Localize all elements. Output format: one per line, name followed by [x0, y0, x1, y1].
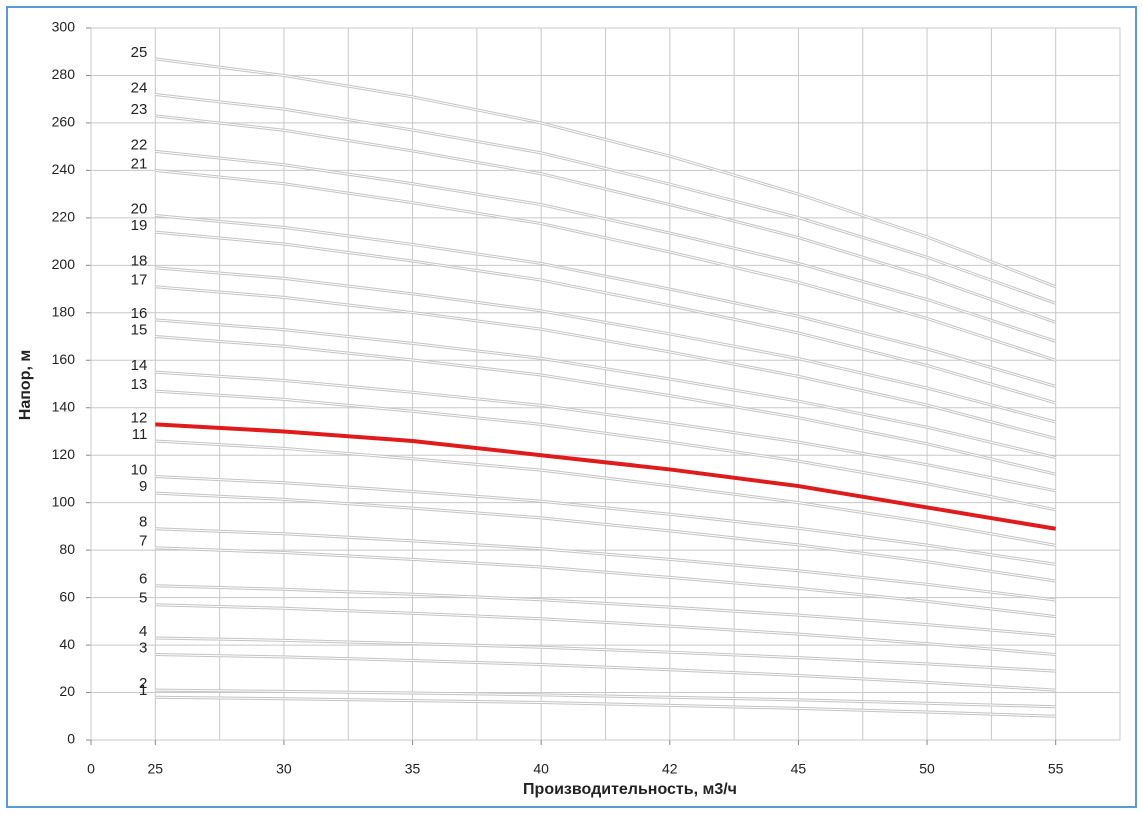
curve-highlight [155, 585, 1056, 637]
curve-label: 10 [131, 462, 148, 479]
x-tick-label: 42 [662, 761, 678, 777]
curve-label: 14 [131, 357, 148, 374]
x-tick-label: 35 [405, 761, 421, 777]
curve-label: 7 [139, 533, 147, 550]
y-tick-label: 20 [59, 683, 75, 699]
y-tick-label: 40 [59, 636, 75, 652]
curve-label: 17 [131, 272, 148, 289]
curve-label: 3 [139, 640, 147, 657]
curve-label: 11 [132, 426, 148, 443]
y-tick-label: 80 [59, 541, 75, 557]
curve-label: 5 [139, 590, 147, 607]
curve-highlight [155, 390, 1056, 511]
curve-highlight [155, 214, 1056, 387]
curve-label: 2 [139, 675, 147, 692]
curve-label: 4 [139, 623, 147, 640]
curve-highlight [155, 150, 1056, 342]
curve-highlight [155, 169, 1056, 361]
curve-highlight [155, 286, 1056, 440]
x-tick-label: 30 [276, 761, 292, 777]
curve-label: 23 [131, 101, 148, 118]
x-tick-label: 50 [919, 761, 935, 777]
curve-label: 13 [131, 376, 148, 393]
curve-label: 8 [139, 514, 147, 531]
y-tick-label: 0 [67, 731, 75, 747]
curve [155, 422, 1057, 531]
x-tick-label: 25 [148, 761, 164, 777]
y-tick-label: 120 [52, 446, 76, 462]
curve-highlight [155, 604, 1056, 656]
curve-label: 25 [131, 44, 148, 61]
curve-label: 22 [131, 136, 148, 153]
curve-highlight [155, 476, 1056, 565]
curve-highlight [155, 689, 1056, 708]
y-tick-label: 180 [52, 304, 76, 320]
y-tick-label: 300 [52, 19, 76, 35]
curve-highlight [155, 547, 1056, 618]
curve-highlight [155, 654, 1056, 691]
y-axis-title: Напор, м [17, 350, 34, 420]
curve-highlight [155, 371, 1056, 492]
curve-label: 9 [139, 478, 147, 495]
frame [6, 6, 1137, 808]
x-tick-label: 45 [791, 761, 807, 777]
curve-label: 19 [131, 217, 148, 234]
y-tick-label: 280 [52, 66, 76, 82]
curve-highlight [155, 336, 1056, 475]
y-tick-label: 160 [52, 351, 76, 367]
curve-highlight [155, 528, 1056, 601]
curve-label: 20 [131, 200, 148, 217]
curve-label: 24 [131, 79, 148, 96]
curve-highlight [155, 492, 1056, 582]
curve-highlight [155, 93, 1056, 304]
curve-highlight [155, 115, 1056, 323]
x-tick-label: 40 [533, 761, 549, 777]
curve-label: 16 [131, 305, 148, 322]
y-tick-label: 100 [52, 493, 76, 509]
curve-label: 1 [139, 682, 147, 699]
curve-label: 12 [131, 409, 148, 426]
y-tick-label: 220 [52, 209, 76, 225]
curve-label: 21 [131, 155, 148, 172]
y-tick-label: 200 [52, 256, 76, 272]
curve-highlight [155, 319, 1056, 459]
y-tick-label: 60 [59, 588, 75, 604]
curve-highlight [155, 696, 1056, 717]
curve-label: 6 [139, 571, 147, 588]
y-tick-label: 240 [52, 161, 76, 177]
curve-highlight [155, 58, 1056, 288]
x-tick-label: 0 [87, 761, 95, 777]
curve-highlight [155, 267, 1056, 423]
x-tick-label: 55 [1048, 761, 1064, 777]
y-tick-label: 260 [52, 114, 76, 130]
curve-highlight [155, 637, 1056, 672]
curve-highlight [155, 440, 1056, 546]
curve-highlight [155, 231, 1056, 404]
x-axis-title: Производительность, м3/ч [523, 781, 737, 798]
curve-label: 15 [131, 322, 148, 339]
y-tick-label: 140 [52, 398, 76, 414]
curve-label: 18 [131, 253, 148, 270]
